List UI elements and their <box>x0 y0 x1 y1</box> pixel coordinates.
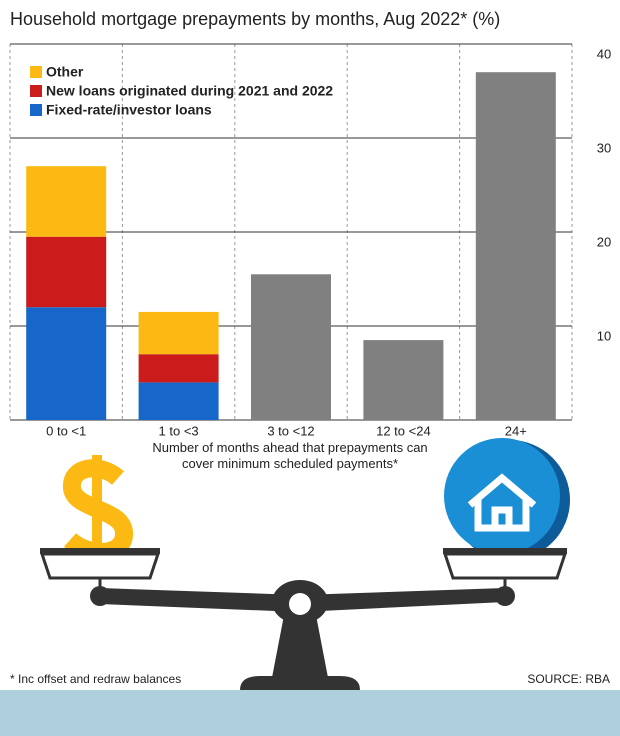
x-tick-label: 0 to <1 <box>46 423 86 438</box>
dollar-bar <box>92 455 102 565</box>
legend-swatch <box>30 104 42 116</box>
base <box>240 676 360 690</box>
chart-title: Household mortgage prepayments by months… <box>10 9 500 29</box>
legend-label: New loans originated during 2021 and 202… <box>46 83 333 99</box>
y-tick-label: 30 <box>597 140 611 155</box>
x-axis-label: Number of months ahead that prepayments … <box>152 440 428 471</box>
x-tick-label: 24+ <box>505 423 527 438</box>
right-knob <box>495 586 515 606</box>
left-pan-top <box>40 548 160 554</box>
bar <box>363 340 444 420</box>
bar <box>251 274 331 420</box>
legend-label: Other <box>46 64 84 80</box>
bar <box>138 382 219 420</box>
legend-swatch <box>30 85 42 97</box>
left-knob <box>90 586 110 606</box>
legend-label: Fixed-rate/investor loans <box>46 102 212 118</box>
x-tick-label: 1 to <3 <box>159 423 199 438</box>
bar <box>475 72 556 420</box>
bar <box>138 311 219 355</box>
house-icon <box>467 473 537 532</box>
bar <box>26 236 107 308</box>
pivot-hole <box>289 593 311 615</box>
bar <box>138 354 219 383</box>
stand <box>270 610 330 688</box>
left-pan <box>39 552 161 580</box>
bar <box>26 166 107 237</box>
legend-swatch <box>30 66 42 78</box>
right-pan-top <box>443 548 567 554</box>
x-tick-label: 12 to <24 <box>376 423 431 438</box>
house-circle <box>444 438 560 554</box>
illustration <box>39 438 570 690</box>
y-tick-label: 40 <box>597 46 611 61</box>
x-tick-label: 3 to <12 <box>267 423 314 438</box>
right-pan <box>442 552 568 580</box>
bar <box>26 307 107 420</box>
y-tick-label: 10 <box>597 328 611 343</box>
ground <box>0 690 620 736</box>
y-tick-label: 20 <box>597 234 611 249</box>
footnote: * Inc offset and redraw balances <box>10 672 181 686</box>
source: SOURCE: RBA <box>527 672 610 686</box>
